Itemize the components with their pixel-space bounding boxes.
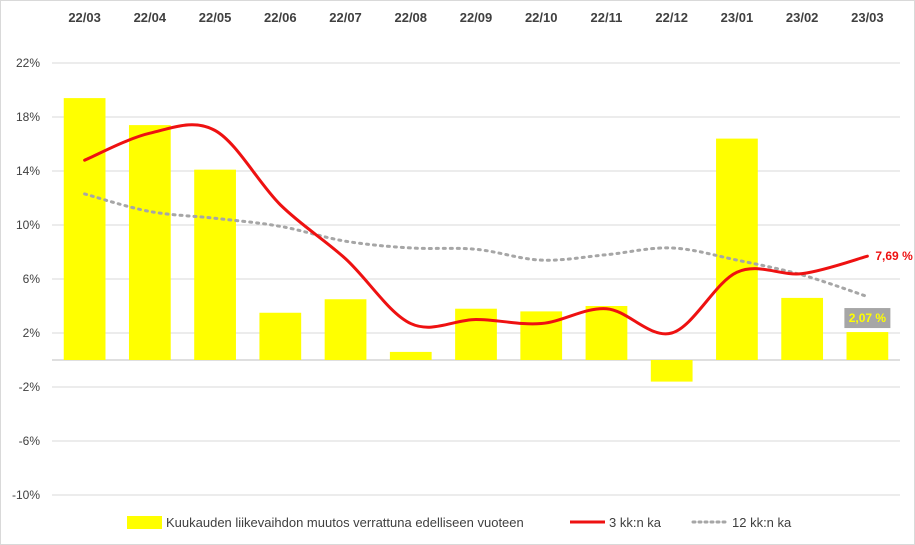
category-label: 22/11 — [591, 10, 623, 25]
y-tick-label: 6% — [23, 272, 41, 286]
legend-bar-label: Kuukauden liikevaihdon muutos verrattuna… — [166, 515, 524, 530]
bar[interactable] — [585, 306, 628, 360]
category-label: 23/01 — [721, 10, 754, 25]
line-last-value-label: 7,69 % — [875, 249, 913, 263]
bar[interactable] — [846, 332, 889, 360]
legend: Kuukauden liikevaihdon muutos verrattuna… — [127, 515, 792, 530]
category-label: 22/04 — [134, 10, 167, 25]
legend-bar-swatch — [127, 516, 162, 529]
bar-last-value-box — [844, 308, 891, 329]
category-label: 22/08 — [394, 10, 427, 25]
legend-line3-label: 3 kk:n ka — [609, 515, 662, 530]
y-tick-label: -6% — [19, 434, 41, 448]
category-label: 23/02 — [786, 10, 819, 25]
legend-item-line3[interactable]: 3 kk:n ka — [570, 515, 662, 530]
bar[interactable] — [324, 299, 367, 360]
bar[interactable] — [259, 312, 302, 360]
line-series-3m — [83, 123, 869, 336]
y-tick-label: 2% — [23, 326, 41, 340]
category-label: 22/12 — [655, 10, 688, 25]
legend-line12-label: 12 kk:n ka — [732, 515, 792, 530]
y-tick-label: 14% — [16, 164, 40, 178]
category-label: 22/09 — [460, 10, 493, 25]
category-label: 22/05 — [199, 10, 232, 25]
bar[interactable] — [194, 169, 236, 360]
line-series-12m — [83, 192, 869, 299]
category-label: 22/07 — [329, 10, 362, 25]
bar[interactable] — [455, 308, 497, 360]
bar-last-value-label: 2,07 % — [849, 311, 887, 325]
category-label: 23/03 — [851, 10, 884, 25]
line-12m[interactable] — [83, 192, 869, 299]
bar[interactable] — [716, 138, 758, 360]
category-label: 22/06 — [264, 10, 297, 25]
bar[interactable] — [389, 351, 432, 360]
y-tick-label: 18% — [16, 110, 40, 124]
bar[interactable] — [520, 311, 563, 360]
y-tick-label: -10% — [12, 488, 40, 502]
category-label: 22/03 — [68, 10, 101, 25]
y-tick-label: 22% — [16, 56, 40, 70]
bar[interactable] — [63, 98, 106, 360]
bar[interactable] — [650, 360, 693, 382]
y-tick-label: -2% — [19, 380, 41, 394]
bar[interactable] — [128, 125, 171, 360]
category-label: 22/10 — [525, 10, 558, 25]
legend-item-line12[interactable]: 12 kk:n ka — [691, 515, 792, 530]
callout-line-last: 7,69 % — [875, 249, 913, 263]
callout-bar-last: 2,07 % — [844, 308, 891, 329]
category-labels: 22/03 22/04 22/05 22/06 22/07 22/08 22/09 22/10… — [68, 10, 883, 25]
line-3m[interactable] — [83, 123, 869, 336]
y-tick-label: 10% — [16, 218, 40, 232]
legend-item-bar[interactable]: Kuukauden liikevaihdon muutos verrattuna… — [127, 515, 524, 530]
bar-series — [63, 98, 889, 382]
bar[interactable] — [781, 297, 824, 360]
y-tick-labels: 22% 18% 14% 10% 6% 2% -2% -6% -10% — [12, 56, 40, 502]
